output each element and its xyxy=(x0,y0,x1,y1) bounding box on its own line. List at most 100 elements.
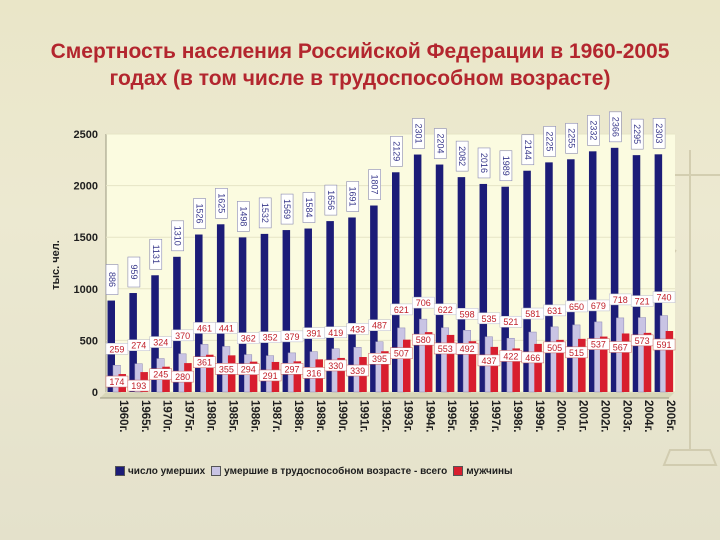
data-label-total-box xyxy=(565,122,578,154)
x-tick-label: 2002г. xyxy=(598,400,610,432)
data-label-total-box xyxy=(390,135,403,167)
data-label-working: 622 xyxy=(438,305,453,315)
data-label-men: 515 xyxy=(569,348,584,358)
data-label-men-box xyxy=(237,363,260,375)
bar-total xyxy=(479,183,488,392)
bar-men xyxy=(534,343,542,392)
legend-item-men: мужчины xyxy=(453,466,513,477)
data-label-working: 718 xyxy=(613,295,628,305)
data-label-working: 487 xyxy=(372,321,387,331)
bar-men xyxy=(446,334,455,392)
x-tick-label: 1992г. xyxy=(380,400,392,432)
data-label-men-box xyxy=(521,351,544,364)
data-label-total-box xyxy=(237,201,250,232)
y-tick-label: 0 xyxy=(92,387,98,399)
x-tick-label: 2003г. xyxy=(620,400,632,432)
data-label-men: 316 xyxy=(306,368,321,378)
x-tick-label: 1975г. xyxy=(183,400,195,432)
x-tick-label: 2001г. xyxy=(577,400,589,432)
legend-swatch-working xyxy=(211,466,222,476)
legend-item-working: умершие в трудоспособном возрасте - всег… xyxy=(211,466,447,477)
data-label-men: 339 xyxy=(350,366,365,376)
bar-total xyxy=(151,275,159,392)
legend-swatch-men xyxy=(453,466,464,476)
data-label-total: 1532 xyxy=(260,203,270,223)
data-label-men-box xyxy=(390,347,413,359)
data-label-working: 461 xyxy=(197,323,212,333)
bar-men xyxy=(337,357,345,392)
data-label-working-box xyxy=(587,299,610,312)
data-label-working-box xyxy=(171,329,194,342)
x-tick-label: 1980г. xyxy=(204,400,216,432)
data-label-total: 959 xyxy=(129,265,139,280)
data-label-working-box xyxy=(412,296,435,309)
data-label-men-box xyxy=(455,342,479,355)
bar-total xyxy=(216,224,225,392)
bar-total xyxy=(195,234,203,392)
bar-men xyxy=(249,361,258,392)
data-label-men: 492 xyxy=(460,344,475,354)
y-tick-label: 1000 xyxy=(74,284,98,296)
data-label-total: 2301 xyxy=(413,124,423,144)
bar-total xyxy=(326,221,334,392)
data-label-working-box xyxy=(652,291,676,303)
data-label-men: 291 xyxy=(263,371,278,381)
data-label-men: 507 xyxy=(394,349,409,359)
bar-men xyxy=(621,333,630,392)
chart-legend: число умерших умершие в трудоспособном в… xyxy=(115,463,513,479)
data-label-total: 886 xyxy=(107,272,117,287)
x-tick-label: 1991г. xyxy=(358,400,370,432)
data-label-working: 362 xyxy=(241,334,256,344)
bar-total xyxy=(282,230,291,392)
data-label-total: 2129 xyxy=(392,141,402,161)
data-label-working: 352 xyxy=(263,333,278,343)
data-label-working: 631 xyxy=(547,306,562,316)
data-label-men: 361 xyxy=(197,358,212,368)
bar-men xyxy=(643,332,652,392)
data-label-total-box xyxy=(149,238,163,270)
data-label-total-box xyxy=(215,188,228,219)
data-label-total-box xyxy=(346,181,360,212)
bar-men xyxy=(665,331,674,392)
x-tick-label: 1988г. xyxy=(292,400,304,432)
data-label-working: 679 xyxy=(591,301,606,311)
data-label-total: 1584 xyxy=(304,198,314,218)
bar-total xyxy=(588,151,597,392)
data-label-working: 740 xyxy=(657,293,672,303)
bar-total xyxy=(457,177,466,392)
y-tick-label: 2500 xyxy=(74,129,98,141)
data-label-total-box xyxy=(105,264,119,295)
x-tick-label: 1998г. xyxy=(511,400,523,432)
bar-total xyxy=(348,217,356,392)
bar-total xyxy=(238,237,247,392)
data-label-men-box xyxy=(193,356,216,368)
data-label-men: 297 xyxy=(285,364,300,374)
bar-total xyxy=(523,170,531,392)
data-label-total: 1569 xyxy=(282,199,292,219)
data-label-men-box xyxy=(652,338,676,351)
bar-total xyxy=(632,155,641,392)
y-tick-label: 500 xyxy=(80,335,98,347)
data-label-total: 1807 xyxy=(370,175,380,195)
x-tick-label: 2000г. xyxy=(555,400,567,432)
y-tick-label: 2000 xyxy=(74,181,98,193)
bar-men xyxy=(599,336,608,392)
data-label-working: 650 xyxy=(569,302,584,312)
x-tick-label: 1996г. xyxy=(467,400,479,432)
data-label-men: 280 xyxy=(175,372,190,382)
data-label-men: 567 xyxy=(613,342,628,352)
data-label-working: 274 xyxy=(131,341,146,351)
data-label-total: 2144 xyxy=(523,140,533,160)
data-label-men: 395 xyxy=(372,354,387,364)
data-label-total: 2082 xyxy=(457,146,467,166)
data-label-total-box xyxy=(630,118,644,150)
data-label-working: 598 xyxy=(460,309,475,319)
plot-floor xyxy=(100,392,675,398)
data-label-total: 1625 xyxy=(216,193,226,213)
data-label-total: 2366 xyxy=(610,117,620,137)
bar-total xyxy=(501,186,509,392)
bar-total xyxy=(392,172,400,392)
bar-men xyxy=(556,339,564,392)
data-label-total-box xyxy=(477,147,491,179)
